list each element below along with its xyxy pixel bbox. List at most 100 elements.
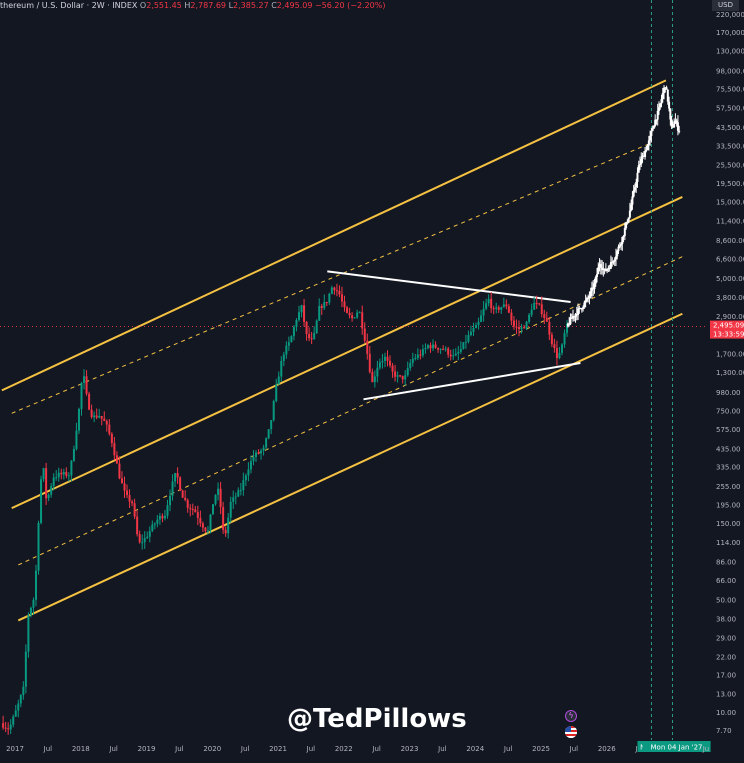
symbol-name: thereum / U.S. Dollar · 2W · INDEX (0, 1, 138, 10)
candle (574, 314, 577, 317)
y-tick-label: 1,300.00 (716, 369, 744, 377)
date-tag-bg (642, 741, 711, 752)
candle (651, 128, 654, 132)
high-label: H (184, 1, 191, 10)
candle (120, 478, 123, 484)
x-tick-label: 2022 (335, 745, 353, 753)
candle (628, 210, 631, 218)
y-tick-label: 50.00 (716, 596, 736, 604)
candle (462, 342, 465, 349)
candle (257, 452, 260, 454)
candle (505, 304, 508, 307)
candle (550, 334, 553, 345)
candle (630, 204, 633, 211)
candle (399, 375, 402, 377)
candle (204, 527, 207, 532)
candle (575, 314, 578, 316)
candle (100, 415, 103, 419)
candle (83, 376, 86, 383)
y-tick-label: 15,000.00 (716, 198, 744, 206)
candle (429, 345, 432, 349)
candle (22, 686, 25, 696)
wedge-lines (327, 270, 581, 401)
y-tick-label: 980.00 (716, 389, 741, 397)
candle (563, 332, 566, 345)
close-label: C (271, 1, 277, 10)
candle (644, 151, 647, 157)
candle (530, 309, 533, 315)
candle (373, 376, 376, 383)
x-tick-label: 2025 (532, 745, 550, 753)
candle (217, 488, 220, 495)
price-tag-bg (710, 320, 744, 339)
candle (181, 490, 184, 498)
candle (609, 262, 612, 269)
candle (17, 703, 20, 711)
candle (209, 514, 212, 531)
candle (671, 126, 674, 128)
candle (447, 348, 450, 355)
candle (34, 570, 37, 600)
candle (569, 317, 572, 325)
candle (645, 149, 648, 152)
candle (560, 344, 563, 353)
candle (340, 294, 343, 302)
candle (361, 312, 364, 329)
candle (146, 536, 149, 539)
us-flag-icon[interactable] (565, 726, 577, 738)
candle (631, 196, 634, 205)
candle (670, 119, 673, 127)
symbol-header: thereum / U.S. Dollar · 2W · INDEX O2,55… (0, 0, 385, 12)
y-tick-label: 57,500.00 (716, 105, 744, 113)
candle (640, 158, 643, 165)
candle (45, 468, 48, 499)
x-tick-label: 2023 (401, 745, 419, 753)
candle (654, 119, 657, 126)
candle (214, 494, 217, 505)
candle (389, 360, 392, 366)
candle (24, 651, 27, 687)
candle (485, 303, 488, 309)
candle (189, 507, 192, 510)
candle (449, 354, 452, 357)
lightning-icon[interactable]: ϟ (565, 710, 577, 722)
candle (540, 304, 543, 315)
candle (507, 306, 510, 313)
y-tick-label: 25,500.00 (716, 161, 744, 169)
candle (457, 351, 460, 354)
candle (174, 473, 177, 482)
candle (103, 418, 106, 422)
x-tick-label: 2026 (598, 745, 616, 753)
candle (656, 110, 659, 120)
candle (642, 155, 645, 157)
x-tick-label: 2021 (269, 745, 287, 753)
y-tick-label: 8,600.00 (716, 237, 744, 245)
candle (37, 522, 40, 571)
candle (602, 268, 605, 270)
x-tick-label: Ju (702, 745, 710, 753)
candle (108, 424, 111, 434)
y-tick-label: 19,500.00 (716, 180, 744, 188)
candle (131, 501, 134, 504)
candle (613, 259, 616, 262)
open-value: 2,551.45 (146, 1, 182, 10)
candle (592, 287, 595, 290)
y-tick-label: 38.00 (716, 616, 736, 624)
candle (614, 256, 617, 260)
candle (636, 172, 639, 182)
candle (487, 298, 490, 304)
candle (535, 302, 538, 304)
candle (93, 415, 96, 418)
candle (169, 495, 172, 506)
x-tick-label: 2020 (203, 745, 221, 753)
candle (669, 108, 672, 120)
candle (497, 307, 500, 310)
candle (548, 321, 551, 335)
candle (212, 504, 215, 515)
candle (622, 235, 625, 237)
currency-badge[interactable]: USD (712, 0, 739, 11)
candle (2, 723, 5, 728)
candle (652, 125, 655, 129)
